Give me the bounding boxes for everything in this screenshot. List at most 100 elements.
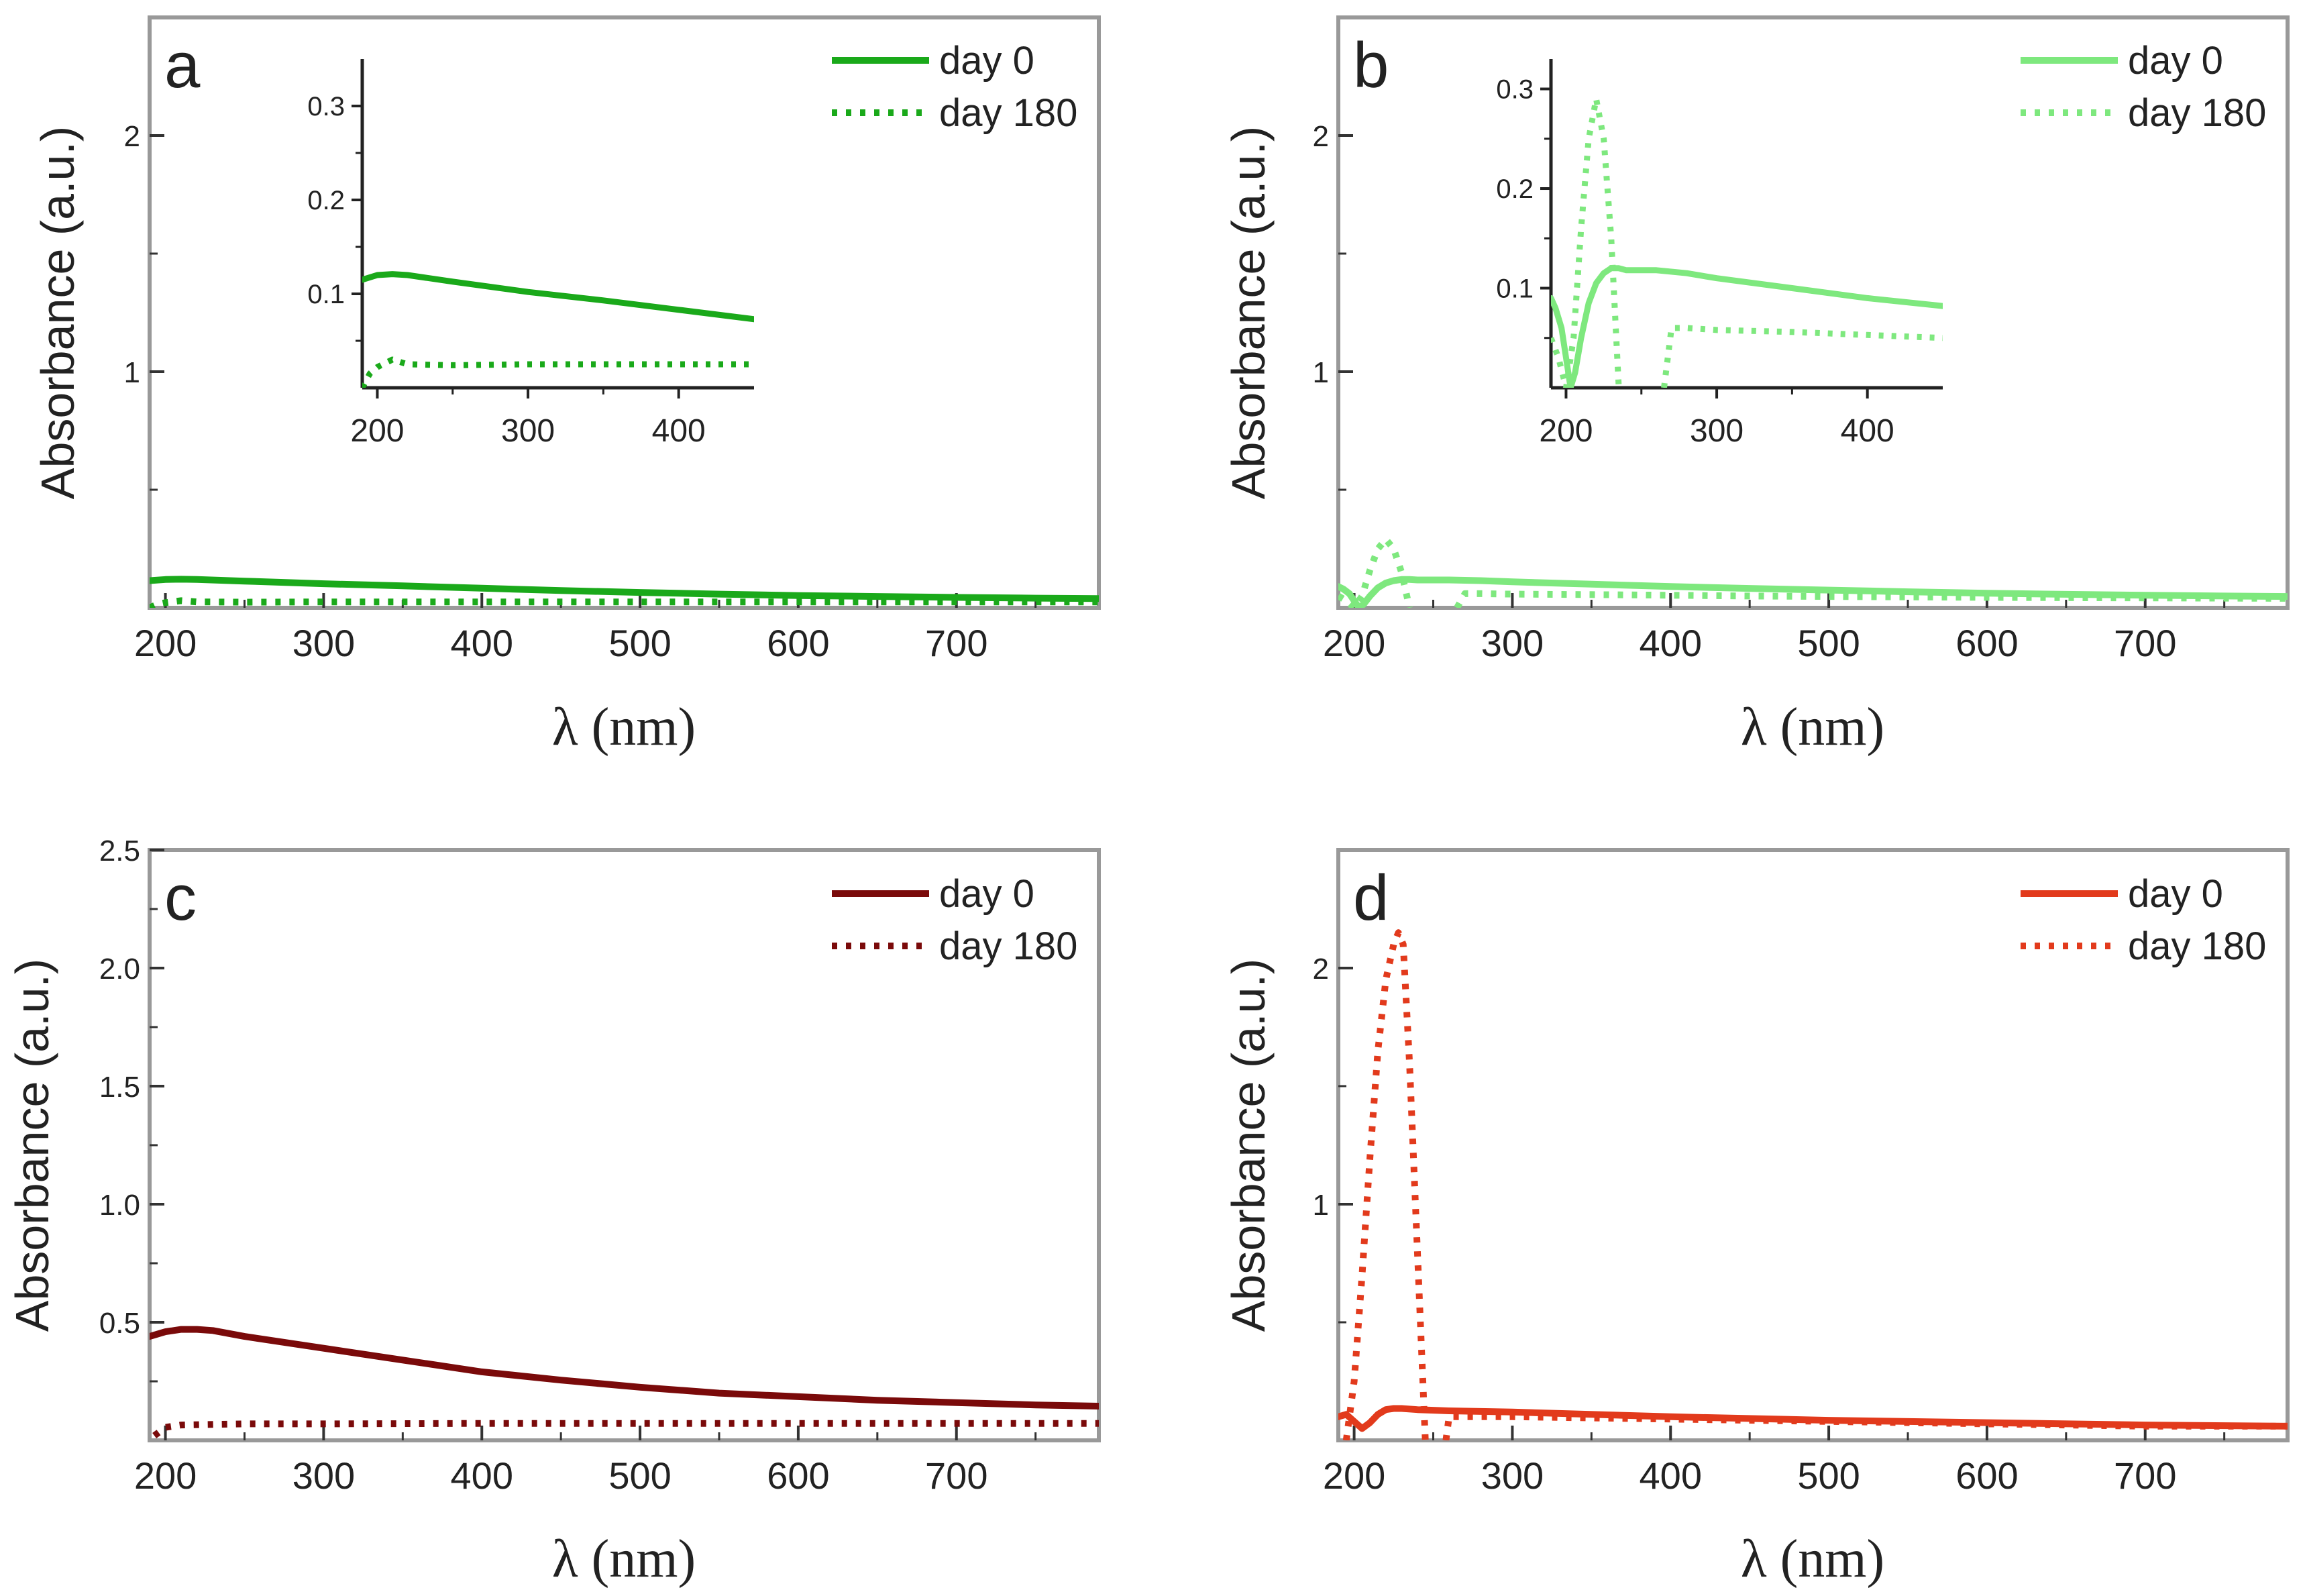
panel-b-xtick-label-600: 600: [1955, 622, 2018, 664]
panel-a-inset-series-day0-line: [362, 271, 754, 323]
panel-d-xlabel: λ (nm): [1741, 1530, 1884, 1589]
panel-a-ytick-label-0: 1: [124, 356, 140, 389]
panel-a-ylabel: Absorbance (a.u.): [32, 126, 84, 499]
panel-a-inset-xtick-label-400: 400: [652, 413, 706, 449]
panel-b-inset-series-day0-line: [1551, 265, 1943, 388]
legend-a-solid-label: day 0: [939, 39, 1034, 83]
panel-c-legend: day 0 day 180: [832, 872, 1077, 968]
panel-d-series-day0-line: [1338, 1405, 2288, 1432]
panel-c-ticks: 200 300 400 500 600 700 0.5 1.0 1.5 2.0 2.5: [99, 835, 1037, 1497]
panel-b-inset-xtick-label-400: 400: [1841, 413, 1894, 449]
panel-c-ytick-label-1: 1.0: [99, 1189, 140, 1222]
panel-d-legend: day 0 day 180: [2021, 872, 2266, 968]
panel-b-inset-ytick-label-2: 0.3: [1496, 75, 1534, 105]
panel-d-ytick-label-0: 1: [1313, 1189, 1329, 1222]
panel-c-ytick-label-0: 0.5: [99, 1307, 140, 1340]
panel-d-xtick-label-400: 400: [1640, 1454, 1702, 1497]
panel-b-legend: day 0 day 180: [2021, 39, 2266, 135]
panel-a-ticks: 200 300 400 500 600 700 1 2: [124, 120, 1037, 664]
panel-b-xtick-label-200: 200: [1323, 622, 1385, 664]
panel-c-ylabel: Absorbance (a.u.): [6, 959, 58, 1332]
panel-a-inset-xtick-label-200: 200: [350, 413, 404, 449]
panel-b-series-day0-line: [1338, 576, 2288, 608]
panel-d-xtick-label-300: 300: [1481, 1454, 1544, 1497]
panel-c-lines: [150, 1326, 1099, 1438]
panel-d-series-day180-line-1: [1342, 929, 1429, 1440]
panel-b-series-day180-line-2: [1454, 590, 2288, 608]
panel-a-inset-ytick-label-0: 0.1: [307, 280, 345, 309]
panel-a-series-day0-line: [150, 576, 1099, 602]
panel-b-inset: 200 300 400 0.1 0.2 0.3: [1496, 59, 1943, 449]
panel-b-inset-series-day180-line-1: [1551, 95, 1622, 388]
panel-b-xlabel: λ (nm): [1741, 698, 1884, 757]
panel-c-xtick-label-600: 600: [767, 1454, 829, 1497]
panel-a-inset-xtick-label-300: 300: [501, 413, 555, 449]
panel-a-xtick-label-400: 400: [451, 622, 513, 664]
panel-b-inset-xtick-label-300: 300: [1690, 413, 1744, 449]
panel-a-xtick-label-700: 700: [925, 622, 987, 664]
panel-c-xtick-label-300: 300: [292, 1454, 355, 1497]
panel-d-letter: d: [1353, 862, 1389, 934]
panel-b-inset-ytick-label-1: 0.2: [1496, 174, 1534, 204]
panel-c-ytick-label-4: 2.5: [99, 835, 140, 867]
panel-b-xtick-label-500: 500: [1797, 622, 1860, 664]
panel-b-lines: [1338, 535, 2288, 608]
panel-c-ytick-label-2: 1.5: [99, 1071, 140, 1104]
panel-a-xtick-label-300: 300: [292, 622, 355, 664]
panel-c-series-day0-line: [150, 1326, 1099, 1409]
panel-b-inset-series-day180-line-2: [1661, 325, 1943, 388]
panel-c-xtick-label-500: 500: [608, 1454, 671, 1497]
panel-d-xtick-label-600: 600: [1955, 1454, 2018, 1497]
panel-d-ytick-label-1: 2: [1313, 953, 1329, 986]
panel-a-xtick-label-600: 600: [767, 622, 829, 664]
panel-a-lines: [150, 576, 1099, 608]
panel-d-ylabel: Absorbance (a.u.): [1222, 959, 1275, 1332]
panel-c-ytick-label-3: 2.0: [99, 953, 140, 986]
panel-b: b 200 300 400 500 600 700 1 2 200 300 400 0.1 0.2 0.…: [1222, 15, 2290, 757]
legend-c-dotted-label: day 180: [939, 924, 1077, 968]
panel-d-xtick-label-700: 700: [2114, 1454, 2176, 1497]
panel-b-ylabel: Absorbance (a.u.): [1222, 126, 1275, 499]
panel-a-legend: day 0 day 180: [832, 39, 1077, 135]
legend-d-solid-label: day 0: [2128, 872, 2223, 916]
panel-a-inset-ytick-label-2: 0.3: [307, 92, 345, 121]
panel-a-inset-ytick-label-1: 0.2: [307, 186, 345, 215]
panel-b-inset-ytick-label-0: 0.1: [1496, 274, 1534, 304]
panel-a: a 200 300 400 500 600 700 1 2 200 300 400 0.1 0.2 0.…: [32, 15, 1101, 757]
panel-d-xtick-label-500: 500: [1797, 1454, 1860, 1497]
panel-a-ytick-label-1: 2: [124, 120, 140, 153]
panel-c-xtick-label-400: 400: [451, 1454, 513, 1497]
panel-d-frame: [1336, 848, 2290, 1442]
panel-c-letter: c: [164, 862, 197, 934]
panel-b-xtick-label-300: 300: [1481, 622, 1544, 664]
legend-a-dotted-label: day 180: [939, 91, 1077, 135]
panel-a-xlabel: λ (nm): [552, 698, 696, 757]
panel-b-xtick-label-700: 700: [2114, 622, 2176, 664]
panel-d-series-day180-line-2: [1442, 1413, 2288, 1440]
panel-a-inset-series-day180-line: [362, 356, 754, 388]
legend-b-dotted-label: day 180: [2128, 91, 2266, 135]
panel-a-frame: [148, 15, 1101, 610]
panel-b-ytick-label-1: 2: [1313, 120, 1329, 153]
panel-a-letter: a: [164, 30, 201, 101]
panel-a-xtick-label-500: 500: [608, 622, 671, 664]
panel-a-inset: 200 300 400 0.1 0.2 0.3: [307, 59, 754, 449]
panel-c: c 200 300 400 500 600 700 0.5 1.0 1.5 2.0 2.5 day …: [6, 835, 1101, 1589]
panel-d-lines: [1338, 929, 2288, 1440]
panel-b-ticks: 200 300 400 500 600 700 1 2: [1313, 120, 2226, 664]
panel-d: d 200 300 400 500 600 700 1 2 day 0 day 180 λ (…: [1222, 848, 2290, 1589]
panel-b-xtick-label-400: 400: [1640, 622, 1702, 664]
panel-b-frame: [1336, 15, 2290, 610]
panel-c-xtick-label-700: 700: [925, 1454, 987, 1497]
panel-b-series-day180-line-1: [1338, 535, 1413, 608]
legend-d-dotted-label: day 180: [2128, 924, 2266, 968]
legend-c-solid-label: day 0: [939, 872, 1034, 916]
panel-d-ticks: 200 300 400 500 600 700 1 2: [1313, 953, 2226, 1497]
panel-b-letter: b: [1353, 30, 1389, 101]
panel-a-xtick-label-200: 200: [134, 622, 197, 664]
legend-b-solid-label: day 0: [2128, 39, 2223, 83]
panel-d-xtick-label-200: 200: [1323, 1454, 1385, 1497]
panel-c-xtick-label-200: 200: [134, 1454, 197, 1497]
panel-c-xlabel: λ (nm): [552, 1530, 696, 1589]
